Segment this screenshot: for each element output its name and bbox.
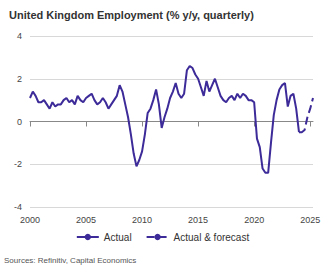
svg-text:2005: 2005 — [76, 215, 96, 225]
svg-text:Actual & forecast: Actual & forecast — [174, 232, 250, 243]
svg-text:2000: 2000 — [20, 215, 40, 225]
svg-text:0: 0 — [17, 117, 22, 127]
svg-text:2025: 2025 — [300, 215, 320, 225]
svg-text:-2: -2 — [14, 159, 22, 169]
svg-text:2: 2 — [17, 74, 22, 84]
svg-text:4: 4 — [17, 31, 22, 41]
svg-text:2015: 2015 — [188, 215, 208, 225]
svg-text:-4: -4 — [14, 202, 22, 212]
svg-text:Sources: Refinitiv, Capital Ec: Sources: Refinitiv, Capital Economics — [4, 256, 136, 265]
svg-text:Actual: Actual — [104, 232, 132, 243]
svg-text:United Kingdom Employment (% y: United Kingdom Employment (% y/y, quarte… — [9, 9, 254, 21]
svg-text:2020: 2020 — [244, 215, 264, 225]
svg-text:2010: 2010 — [132, 215, 152, 225]
